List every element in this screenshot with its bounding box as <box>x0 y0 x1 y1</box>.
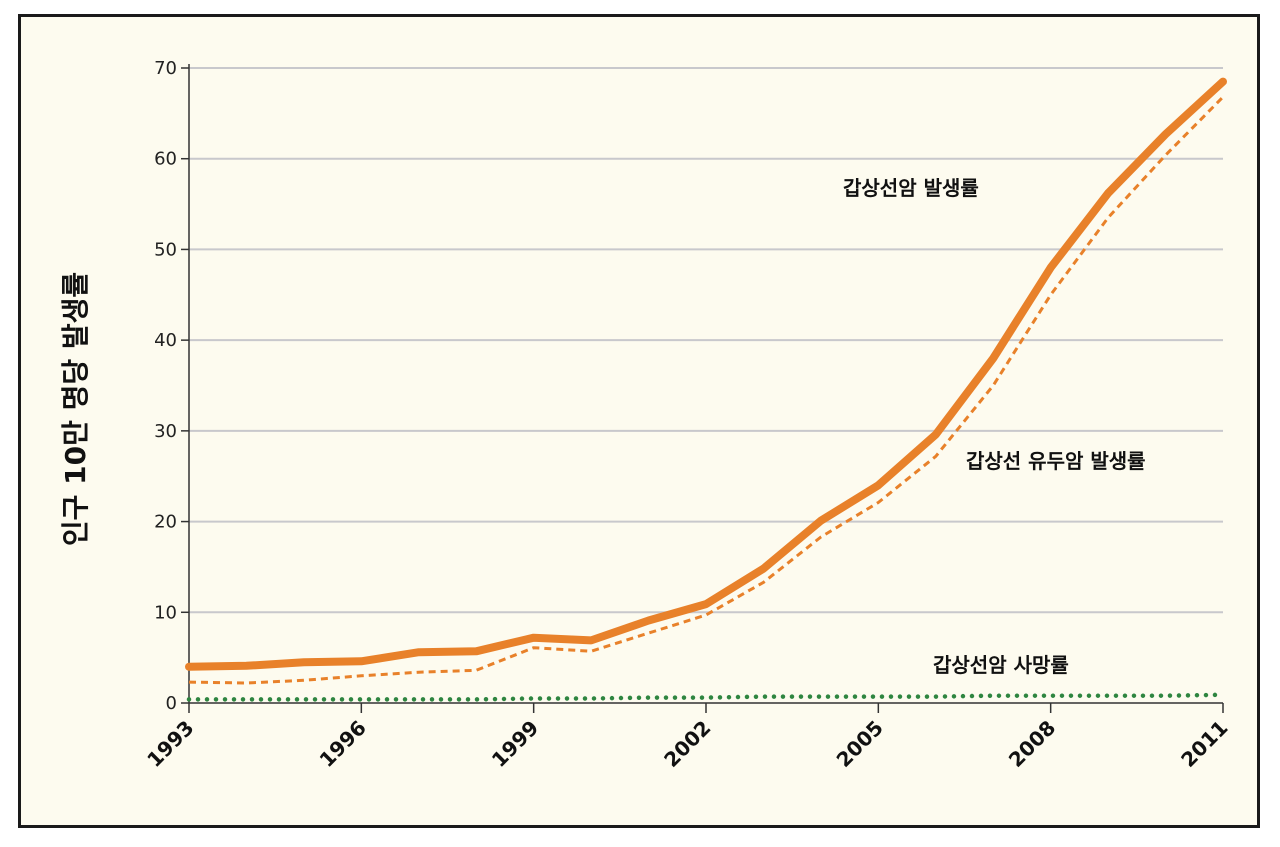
x-tick-labels: 1993 1996 1999 2002 2005 2008 2011 <box>142 716 1232 772</box>
series-line-0 <box>185 77 1227 671</box>
y-axis-title: 인구 10만 명당 발생률 <box>59 272 92 546</box>
x-tick-label: 2008 <box>1004 716 1060 772</box>
line-chart: 0 10 20 30 40 50 60 70 1993 1996 1999 2002 2005 2008… <box>59 58 1233 772</box>
grid-lines <box>189 67 1223 614</box>
y-tick-label: 0 <box>166 693 177 714</box>
y-tick-labels: 0 10 20 30 40 50 60 70 <box>154 58 177 714</box>
x-tick-label: 1996 <box>315 716 371 772</box>
series-labels: 갑상선암 발생률 갑상선 유두암 발생률 갑상선암 사망률 <box>843 176 1146 677</box>
series-label-mortality: 갑상선암 사망률 <box>933 653 1069 677</box>
y-tick-label: 10 <box>154 602 177 623</box>
series-line-2 <box>186 692 1226 702</box>
y-tick-label: 40 <box>154 330 177 351</box>
series-label-papillary: 갑상선 유두암 발생률 <box>966 449 1146 473</box>
x-tick-label: 1993 <box>142 716 198 772</box>
x-tick-label: 2011 <box>1176 716 1232 772</box>
x-tick-label: 2005 <box>832 716 888 772</box>
series-lines <box>185 77 1227 702</box>
series-line-1 <box>188 95 1225 685</box>
y-tick-label: 30 <box>154 421 177 442</box>
y-tick-label: 70 <box>154 58 177 79</box>
y-tick-label: 20 <box>154 512 177 533</box>
y-tick-label: 60 <box>154 149 177 170</box>
y-tick-label: 50 <box>154 239 177 260</box>
series-label-incidence: 갑상선암 발생률 <box>843 176 979 200</box>
chart-frame: 0 10 20 30 40 50 60 70 1993 1996 1999 2002 2005 2008… <box>18 14 1260 828</box>
axes <box>181 64 1224 713</box>
x-tick-label: 1999 <box>487 716 543 772</box>
x-tick-label: 2002 <box>659 716 715 772</box>
